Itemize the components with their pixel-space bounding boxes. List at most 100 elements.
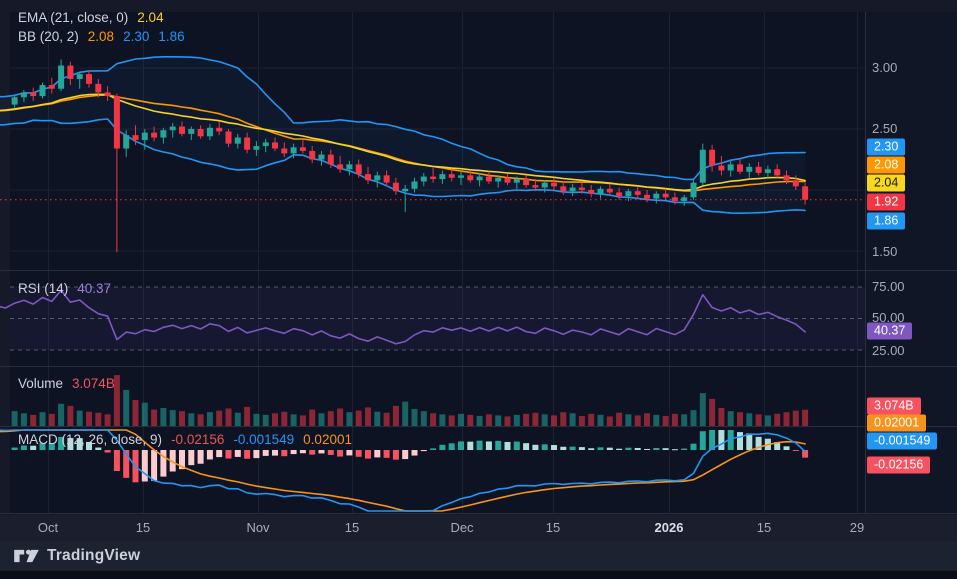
candle	[699, 149, 706, 183]
candle	[783, 175, 790, 181]
macd-hist-bar	[578, 447, 585, 450]
candle	[169, 126, 176, 131]
candle	[365, 174, 371, 181]
macd-hist-bar	[244, 450, 251, 459]
volume-bar	[737, 412, 743, 426]
macd-hist-bar	[802, 450, 809, 458]
macd-hist-bar	[290, 450, 297, 455]
bb-fill	[0, 56, 806, 214]
macd-hist-bar	[541, 444, 548, 450]
macd-hist-bar	[504, 441, 511, 450]
volume-bar	[709, 398, 716, 426]
candle	[709, 149, 716, 166]
macd-hist-bar	[151, 450, 158, 481]
time-axis-label: Oct	[37, 520, 59, 535]
volume-bar	[653, 414, 660, 426]
candle	[727, 164, 734, 171]
candle	[764, 169, 771, 173]
candle	[151, 132, 158, 138]
macd-hist-bar	[123, 450, 130, 478]
candle	[281, 148, 288, 154]
volume-pane-legend[interactable]: Volume 3.074B	[18, 374, 124, 393]
macd-hist-bar	[634, 447, 641, 450]
ema-legend-value: 2.04	[137, 10, 164, 25]
volume-bar	[764, 415, 771, 426]
volume-bar	[48, 413, 55, 426]
macd-hist-bar	[606, 447, 613, 450]
volume-bar	[699, 393, 706, 426]
footer-bar: TradingView	[0, 541, 957, 571]
candle	[411, 181, 418, 189]
chart-background	[0, 0, 957, 541]
tradingview-logo-icon[interactable]	[13, 546, 40, 566]
volume-bar	[197, 414, 204, 426]
candle	[569, 187, 576, 192]
bb-lower-line	[0, 118, 806, 214]
volume-bar	[383, 412, 390, 426]
candle	[718, 165, 725, 171]
candle	[253, 146, 260, 150]
volume-bar	[169, 410, 176, 426]
bb-legend-row[interactable]: BB (20, 2) 2.08 2.30 1.86	[18, 27, 194, 46]
macd-hist-bar	[476, 440, 483, 450]
volume-bar	[262, 414, 269, 426]
candle	[11, 97, 18, 105]
volume-bar	[458, 413, 464, 426]
volume-bar	[253, 413, 260, 426]
volume-bar	[439, 414, 446, 426]
macd-hist-bar	[337, 450, 344, 457]
brand-name[interactable]: TradingView	[47, 547, 141, 564]
macd-hist-bar	[597, 447, 604, 450]
volume-bar	[504, 416, 511, 426]
bb-lower-value: 1.86	[158, 29, 185, 44]
rsi-pane-legend[interactable]: RSI (14) 40.37	[18, 279, 120, 298]
macd-hist-bar	[671, 449, 678, 451]
volume-layer	[11, 375, 809, 426]
volume-bar	[30, 414, 37, 426]
candle	[644, 194, 650, 199]
macd-hist-bar	[392, 450, 399, 460]
ema-legend-row[interactable]: EMA (21, close, 0) 2.04	[18, 8, 194, 27]
main-pane-legend[interactable]: EMA (21, close, 0) 2.04 BB (20, 2) 2.08 2.3…	[18, 8, 194, 46]
macd-hist-bar	[197, 450, 204, 464]
macd-hist-bar	[625, 447, 632, 450]
volume-legend-value: 3.074B	[72, 376, 115, 391]
macd-hist-bar	[774, 442, 781, 450]
candle	[290, 147, 297, 154]
pane-dividers	[0, 12, 957, 514]
volume-bar	[420, 411, 427, 426]
time-axis-label: Dec	[450, 520, 474, 535]
bb-upper-line	[0, 55, 806, 181]
macd-hist-bar	[737, 432, 743, 450]
macd-hist-bar	[439, 444, 446, 450]
volume-bar	[485, 414, 492, 426]
candle	[792, 180, 799, 187]
macd-hist-bar	[262, 450, 269, 456]
time-axis-label: 15	[135, 520, 151, 535]
time-axis-label: 15	[756, 520, 772, 535]
macd-hist-bar	[792, 450, 799, 451]
time-scale[interactable]: Oct 15 Nov 15 Dec 15 2026 15 29	[0, 515, 957, 541]
candle	[625, 191, 632, 197]
macd-hist-bar	[523, 443, 530, 450]
volume-bar	[718, 407, 725, 426]
macd-hist-bar	[253, 450, 260, 459]
volume-bar	[430, 413, 437, 426]
candle	[104, 92, 111, 97]
macd-hist-bar	[569, 446, 576, 450]
rsi-legend-label: RSI (14)	[18, 281, 69, 296]
volume-bar	[216, 410, 223, 426]
macd-hist-bar	[113, 450, 120, 472]
macd-hist-bar	[420, 450, 427, 452]
macd-hist-bar	[104, 450, 111, 453]
candle	[681, 197, 688, 201]
candle	[346, 164, 353, 170]
volume-bar	[662, 415, 669, 426]
macd-hist-bar	[86, 441, 92, 450]
volume-bar	[597, 414, 604, 426]
candle	[141, 132, 148, 140]
rsi-line	[0, 289, 806, 345]
volume-bar	[402, 401, 409, 426]
macd-pane-legend[interactable]: MACD (12, 26, close, 9) -0.02156 -0.001549…	[18, 430, 361, 449]
